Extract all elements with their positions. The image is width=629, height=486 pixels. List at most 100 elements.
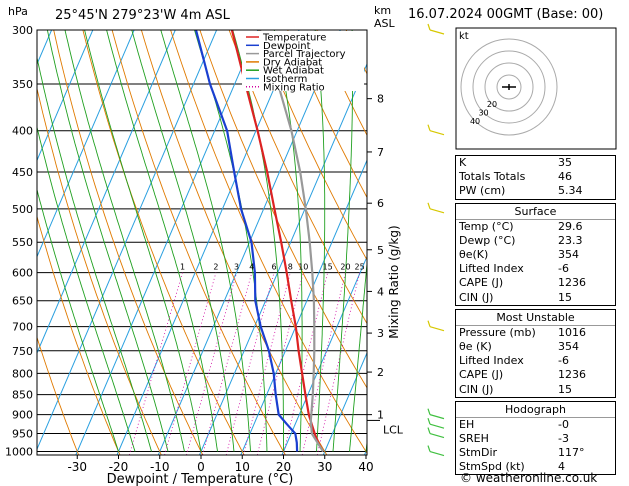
- wet-adiabat-line: [194, 30, 268, 452]
- wet-adiabat-line: [131, 30, 235, 452]
- pressure-tick-label: 950: [12, 428, 33, 441]
- index-label: θe (K): [459, 339, 492, 353]
- index-label: Pressure (mb): [459, 325, 536, 339]
- index-row: CIN (J) 15: [456, 382, 617, 396]
- temperature-tick-label: -30: [67, 460, 87, 474]
- indices-panel: K 35 Totals Totals 46 PW (cm) 5.34 Surface Te…: [455, 155, 616, 478]
- index-label: CIN (J): [459, 290, 494, 304]
- legend-entry: Mixing Ratio: [263, 82, 325, 93]
- isotherm-line: [37, 30, 135, 258]
- index-row: StmSpd (kt) 4: [456, 460, 617, 474]
- index-label: CAPE (J): [459, 368, 504, 382]
- height-tick-label: 2: [377, 366, 384, 379]
- index-label: Lifted Index: [459, 262, 524, 276]
- parcel-trajectory-line: [258, 30, 325, 453]
- profiles: [194, 30, 325, 453]
- index-value: 15: [558, 382, 572, 396]
- mixing-ratio-tick-label: 6: [271, 263, 276, 272]
- isotherm-line: [240, 159, 367, 455]
- hodograph-ring: [472, 50, 546, 124]
- dry-adiabat-line: [257, 30, 367, 261]
- legend-entry: Isotherm: [263, 74, 307, 85]
- dry-adiabat-line: [53, 30, 204, 455]
- mixing-ratio-tick-label: 4: [249, 263, 254, 272]
- wind-barb-flag: [427, 124, 431, 131]
- temperature-line: [230, 30, 325, 453]
- wind-barb: [429, 208, 445, 214]
- index-row: K 35: [456, 156, 617, 170]
- x-axis-label: Dewpoint / Temperature (°C): [107, 472, 294, 486]
- dry-adiabat-line: [37, 335, 80, 455]
- mixing-ratio-tick-label: 8: [288, 263, 293, 272]
- wind-barb: [429, 326, 445, 332]
- pressure-tick-label: 1000: [5, 446, 33, 459]
- height-tick-label: 4: [377, 285, 384, 298]
- index-label: Lifted Index: [459, 354, 524, 368]
- isotherm-line: [157, 30, 341, 455]
- index-label: StmSpd (kt): [459, 460, 525, 474]
- dry-adiabat-line: [82, 30, 245, 455]
- height-unit-label: km: [374, 4, 391, 17]
- footer-credit: © weatheronline.co.uk: [460, 471, 598, 485]
- isotherm-line: [37, 30, 176, 355]
- index-value: 35: [558, 156, 572, 170]
- wind-barb: [429, 423, 445, 429]
- pressure-tick-label: 550: [12, 236, 33, 249]
- index-row: Dewp (°C) 23.3: [456, 234, 617, 248]
- index-label: CIN (J): [459, 382, 494, 396]
- mixing-ratio-tick-label: 20: [340, 263, 350, 272]
- mixing-ratio-tick-label: 15: [323, 263, 333, 272]
- height-tick-label: 1: [377, 409, 384, 422]
- isotherm-line: [37, 30, 218, 451]
- legend-entry: Dewpoint: [263, 41, 311, 52]
- dry-adiabat-line: [140, 30, 328, 455]
- pressure-tick-label: 600: [12, 267, 33, 280]
- most-unstable-box: Most Unstable Pressure (mb) 1016 θe (K) 354…: [455, 308, 617, 398]
- most-unstable-table: Pressure (mb) 1016 θe (K) 354 Lifted Index -6…: [456, 326, 617, 397]
- index-label: CAPE (J): [459, 276, 504, 290]
- plot-frame: [36, 29, 368, 456]
- pressure-tick-label: 700: [12, 321, 33, 334]
- dry-adiabat-line: [228, 30, 367, 325]
- index-row: Pressure (mb) 1016: [456, 326, 617, 340]
- isotherm-line: [37, 30, 94, 162]
- index-label: EH: [459, 417, 475, 431]
- mixing-ratio-tick-label: 25: [354, 263, 364, 272]
- height-tick-label: 5: [377, 244, 384, 257]
- mixing-ratio-tick-label: 3: [234, 263, 239, 272]
- wet-adiabat-line: [37, 55, 152, 452]
- index-row: Lifted Index -6: [456, 262, 617, 276]
- mixing-ratio-line: [186, 272, 237, 455]
- pressure-tick-label: 800: [12, 367, 33, 380]
- indices-table: K 35 Totals Totals 46 PW (cm) 5.34: [456, 156, 617, 199]
- hodograph-ring: [496, 74, 522, 100]
- index-value: 1016: [558, 325, 586, 339]
- index-row: SREH -3: [456, 432, 617, 446]
- wet-adiabat-line: [273, 30, 303, 452]
- height-tick-label: 8: [377, 93, 384, 106]
- temperature-tick-label: 20: [276, 460, 291, 474]
- index-value: -3: [558, 431, 569, 445]
- temperature-tick-label: 40: [358, 460, 373, 474]
- wind-barb: [429, 29, 445, 35]
- index-row: Lifted Index -6: [456, 354, 617, 368]
- wind-barb: [429, 432, 445, 439]
- hodograph-table: EH -0 SREH -3 StmDir 117° StmSpd (kt) 4: [456, 418, 617, 475]
- hodograph-ring-label: 30: [478, 108, 488, 117]
- index-label: K: [459, 156, 467, 170]
- index-value: 15: [558, 290, 572, 304]
- pressure-tick-label: 650: [12, 295, 33, 308]
- wet-adiabat-line: [349, 258, 367, 452]
- temperature-tick-label: 10: [235, 460, 250, 474]
- mixing-ratio-line: [128, 272, 183, 455]
- dry-adiabat-line: [170, 30, 367, 454]
- wet-adiabat-line: [314, 30, 326, 452]
- pressure-tick-label: 300: [12, 24, 33, 37]
- pressure-axis: 300 350 400 450 500 550 600 650 700 750 800 850 900 9…: [5, 24, 33, 459]
- surface-box: Surface Temp (°C) 29.6 Dewp (°C) 23.3 θe(K) 3…: [455, 202, 617, 306]
- hodograph-ring-label: 40: [470, 117, 480, 126]
- temperature-axis: -30 -20 -10 0 10 20 30 40: [67, 455, 374, 474]
- wind-barb-flag: [427, 408, 431, 415]
